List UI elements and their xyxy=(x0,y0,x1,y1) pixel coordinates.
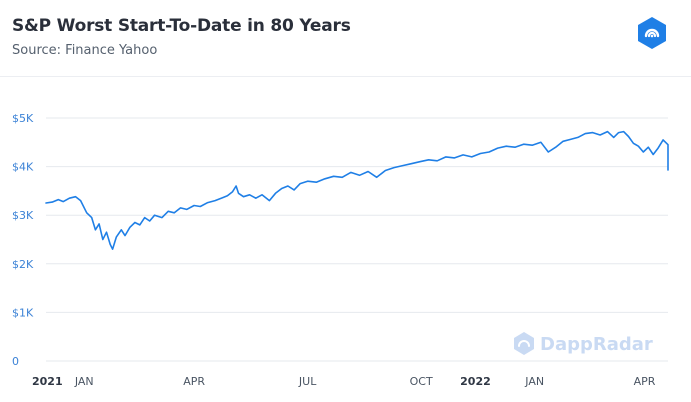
y-tick-label: $1K xyxy=(12,306,34,319)
x-tick-label: APR xyxy=(634,375,656,388)
y-tick-label: $4K xyxy=(12,161,34,174)
x-tick-label: JAN xyxy=(524,375,544,388)
watermark-text: DappRadar xyxy=(540,334,653,355)
x-tick-label: JAN xyxy=(74,375,94,388)
header-divider xyxy=(0,76,691,77)
y-tick-label: $2K xyxy=(12,258,34,271)
series-line xyxy=(45,130,669,250)
watermark-logo-icon xyxy=(514,332,534,355)
x-tick-label: JUL xyxy=(298,375,317,388)
chart-title: S&P Worst Start-To-Date in 80 Years xyxy=(12,16,351,36)
chart-subtitle: Source: Finance Yahoo xyxy=(12,43,158,58)
grid-lines xyxy=(46,117,668,362)
x-tick-label: 2021 xyxy=(32,375,63,388)
y-axis-ticks: 0 $1K $2K $3K $4K $5K xyxy=(12,112,34,368)
y-tick-label: 0 xyxy=(12,355,19,368)
x-axis-ticks: 2021 JAN APR JUL OCT 2022 JAN APR xyxy=(32,375,656,388)
x-tick-label: 2022 xyxy=(460,375,491,388)
dappradar-logo-icon xyxy=(638,17,666,49)
x-tick-label: OCT xyxy=(410,375,433,388)
watermark: DappRadar xyxy=(514,332,653,355)
x-tick-label: APR xyxy=(183,375,205,388)
y-tick-label: $3K xyxy=(12,209,34,222)
y-tick-label: $5K xyxy=(12,112,34,125)
